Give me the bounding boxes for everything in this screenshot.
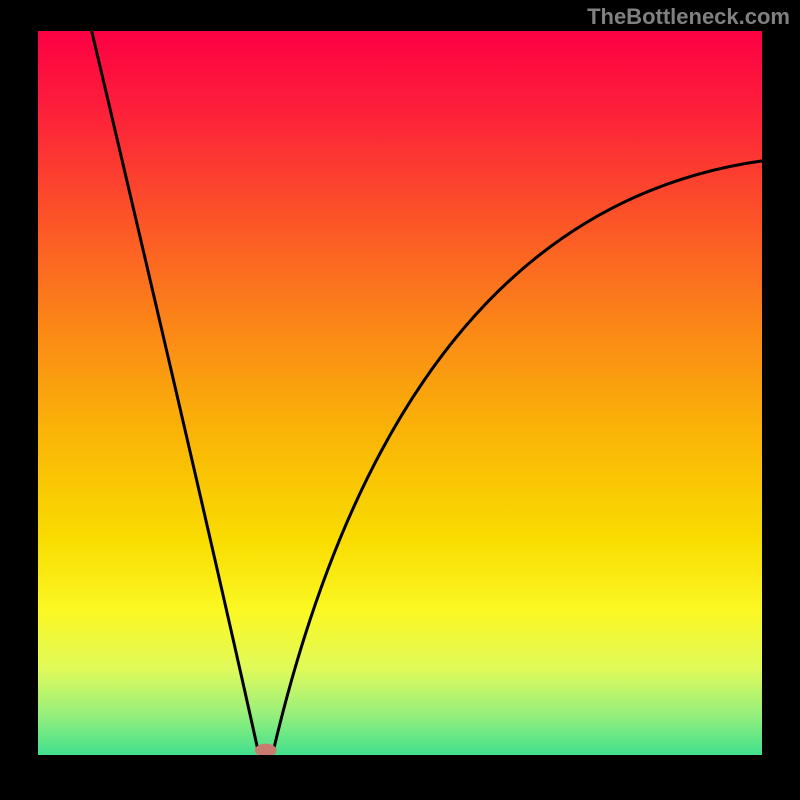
bottleneck-chart [0,0,800,800]
plot-background [37,30,763,756]
watermark-text: TheBottleneck.com [587,4,790,30]
chart-container: { "meta": { "watermark": "TheBottleneck.… [0,0,800,800]
minimum-marker [255,744,277,757]
